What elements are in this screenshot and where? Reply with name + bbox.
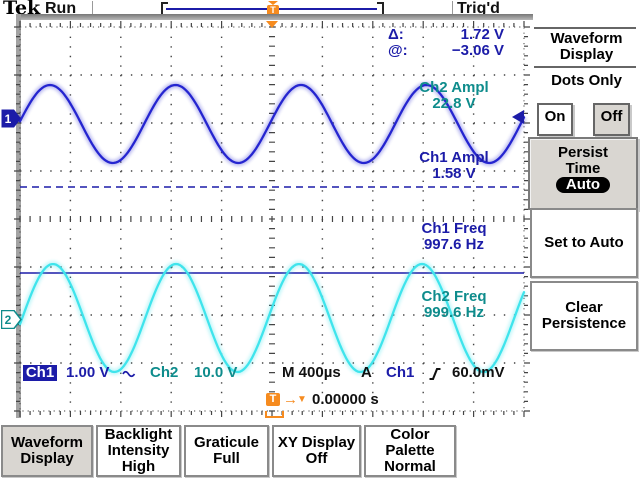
- display-bezel-top: [16, 14, 533, 20]
- trigger-position-marker-icon[interactable]: [266, 21, 278, 28]
- timebase-readout: M 400µs: [282, 364, 341, 381]
- trigger-prefix: A: [361, 364, 372, 381]
- persist-line1: Persist: [557, 144, 609, 161]
- cursor-at-value: −3.06 V: [451, 42, 504, 59]
- svg-text:1: 1: [5, 112, 12, 126]
- cursor-readout: Δ: 1.72 V @: −3.06 V: [388, 27, 504, 59]
- svg-text:2: 2: [5, 313, 12, 327]
- ch1-trace: [18, 83, 526, 165]
- persist-time-button[interactable]: Persist Time Auto: [528, 137, 638, 210]
- bottom-menu-xy-display[interactable]: XY Display Off: [272, 425, 361, 477]
- measurement-ch1-ampl: Ch1 Ampl 1.58 V: [419, 149, 489, 182]
- trigger-time-value: 0.00000 s: [312, 391, 379, 408]
- arrow-right-icon: →: [283, 391, 298, 408]
- dots-off-button[interactable]: Off: [593, 103, 630, 136]
- menu-rule: [534, 27, 636, 29]
- persist-value-pill: Auto: [555, 177, 611, 193]
- clear-persistence-button[interactable]: Clear Persistence: [530, 281, 638, 351]
- side-menu-title: Waveform Display: [550, 30, 623, 63]
- dots-on-button[interactable]: On: [537, 103, 573, 136]
- measurement-ch2-freq: Ch2 Freq 999.6 Hz: [421, 288, 487, 321]
- ch2-label: Ch2: [150, 364, 179, 381]
- ch1-ground-marker[interactable]: 1: [1, 109, 22, 128]
- trigger-t-icon: T: [267, 5, 279, 16]
- trigger-level-arrow-icon[interactable]: [512, 110, 524, 124]
- header-divider: [452, 1, 453, 14]
- trigger-level-readout: 60.0mV: [452, 364, 505, 381]
- menu-rule: [534, 66, 636, 68]
- persist-line2: Time: [565, 160, 601, 177]
- cursor-delta-label: Δ:: [388, 26, 404, 43]
- trigger-position-bottom-bracket-icon: [265, 411, 284, 418]
- header-divider: [92, 1, 93, 14]
- acquisition-status: Run: [45, 0, 77, 17]
- measurement-ch1-freq: Ch1 Freq 997.6 Hz: [421, 220, 487, 253]
- ch2-trace: [18, 262, 526, 374]
- ch1-badge: Ch1: [23, 365, 57, 381]
- trigger-t-icon: T: [266, 393, 280, 406]
- triangle-down-icon: ▼: [297, 394, 307, 405]
- cursor-delta-value: 1.72 V: [460, 26, 504, 43]
- ch2-ground-marker[interactable]: 2: [1, 310, 22, 329]
- measurement-ch2-ampl: Ch2 Ampl 22.8 V: [419, 79, 489, 112]
- trigger-source: Ch1: [386, 364, 415, 381]
- bottom-menu-color-palette[interactable]: Color Palette Normal: [364, 425, 456, 477]
- ch2-scale: 10.0 V: [194, 364, 238, 381]
- display-bezel-left: [16, 14, 21, 418]
- ch1-scale: 1.00 V: [66, 364, 110, 381]
- graticule-border: [19, 26, 525, 412]
- ac-coupling-icon: [122, 370, 136, 378]
- bottom-menu-backlight-intensity[interactable]: Backlight Intensity High: [96, 425, 181, 477]
- rising-edge-icon: [429, 367, 441, 381]
- set-to-auto-button[interactable]: Set to Auto: [530, 208, 638, 278]
- dots-only-label: Dots Only: [551, 72, 622, 89]
- bottom-menu-waveform-display[interactable]: Waveform Display: [1, 425, 93, 477]
- trigger-status: Trig'd: [457, 0, 500, 17]
- cursor-at-label: @:: [388, 42, 408, 59]
- bottom-menu-graticule[interactable]: Graticule Full: [184, 425, 269, 477]
- trigger-position-caret-icon: [268, 1, 278, 5]
